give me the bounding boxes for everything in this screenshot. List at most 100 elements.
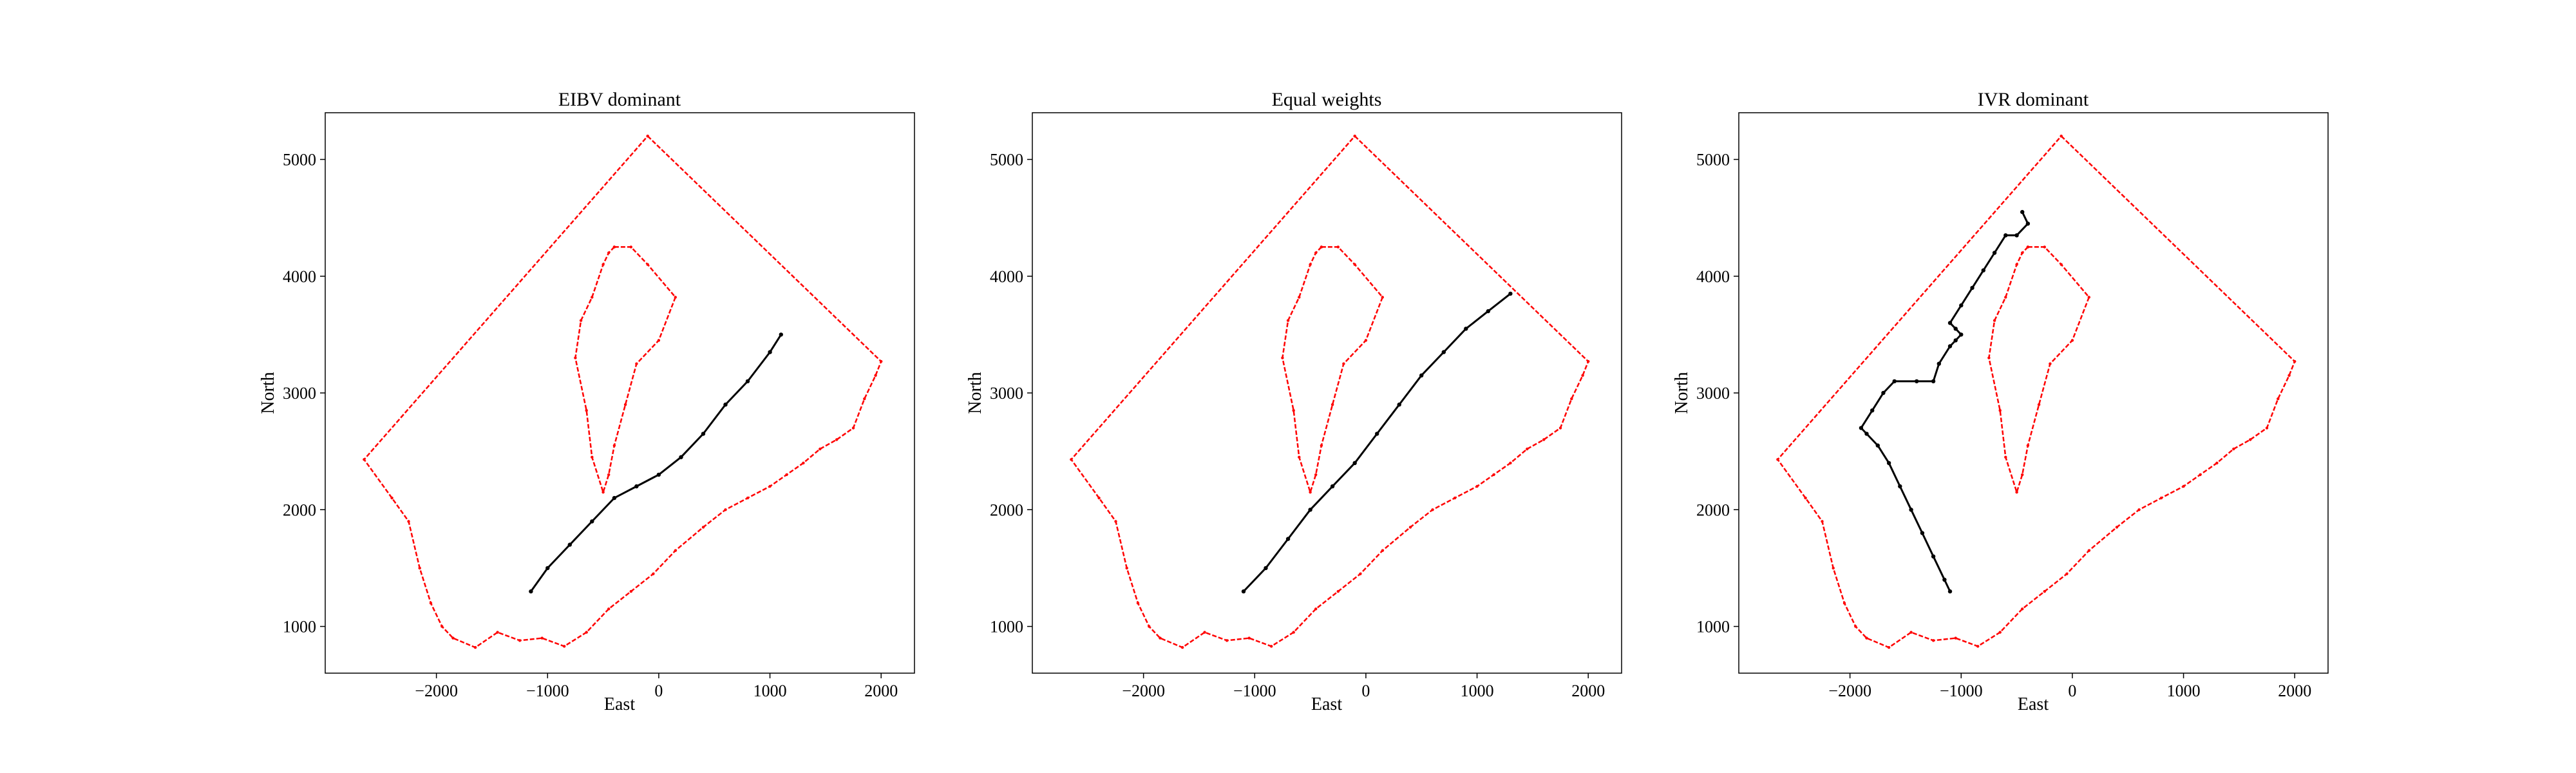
panel-title: IVR dominant — [1978, 89, 2089, 110]
outer-boundary-point — [851, 426, 855, 430]
y-tick-label: 4000 — [283, 267, 316, 286]
outer-boundary-point — [674, 549, 677, 552]
planned-path-point — [2014, 233, 2019, 238]
y-axis-label: North — [1672, 372, 1692, 414]
planned-path-point — [1981, 268, 1985, 272]
inner-boundary-point — [1314, 251, 1318, 254]
inner-boundary-point — [2004, 455, 2007, 459]
inner-boundary-point — [1281, 356, 1284, 359]
outer-boundary-point — [1998, 631, 2002, 634]
planned-path-point — [1909, 508, 1913, 512]
planned-path-point — [1959, 303, 1964, 308]
plot-data — [1070, 135, 1590, 649]
planned-path-point — [1864, 432, 1869, 436]
inner-boundary-point — [2004, 296, 2007, 299]
planned-path-point — [545, 566, 550, 571]
planned-path-point — [1870, 408, 1875, 413]
outer-boundary-point — [2277, 397, 2280, 401]
outer-boundary-point — [1408, 526, 1412, 529]
outer-boundary-point — [1070, 458, 1073, 461]
inner-boundary-point — [2060, 263, 2063, 266]
planned-path-point — [1397, 402, 1401, 407]
outer-boundary-point — [1336, 589, 1340, 593]
outer-boundary-point — [1431, 508, 1434, 511]
inner-boundary-point — [591, 296, 594, 299]
planned-path-point — [1886, 461, 1891, 465]
outer-boundary-point — [473, 645, 477, 649]
outer-boundary-point — [407, 520, 410, 523]
planned-path-point — [1285, 537, 1291, 541]
planned-path-point — [1508, 291, 1513, 296]
outer-boundary-point — [1453, 496, 1457, 500]
outer-boundary-point — [1570, 397, 1573, 401]
panel-ivr-dominant: IVR dominant −2000 −1000 0 1000 2000 1000 2000… — [1672, 89, 2329, 714]
planned-path-point — [2020, 209, 2025, 215]
outer-boundary-point — [585, 631, 588, 634]
inner-boundary-point — [2070, 339, 2074, 342]
outer-boundary-point — [2287, 374, 2291, 377]
inner-boundary-point — [1309, 263, 1312, 266]
outer-boundary-point — [1821, 520, 1824, 523]
outer-boundary-point — [1292, 631, 1295, 634]
inner-boundary-point — [591, 455, 594, 459]
outer-boundary-point — [418, 566, 421, 570]
outer-boundary-point — [1148, 625, 1151, 628]
inner-boundary-point — [607, 251, 611, 254]
inner-boundary-point — [1286, 319, 1290, 322]
planned-path-point — [2003, 233, 2008, 238]
inner-boundary-point — [635, 362, 638, 365]
outer-boundary-point — [835, 438, 838, 441]
inner-boundary-point — [1320, 444, 1323, 447]
inner-boundary-point — [1320, 245, 1323, 249]
planned-path-point — [1241, 589, 1246, 594]
inner-boundary-point — [1331, 403, 1334, 406]
outer-boundary-point — [652, 572, 655, 576]
plot-data — [363, 135, 883, 649]
inner-boundary-line — [1282, 246, 1384, 493]
y-tick-label: 3000 — [1696, 384, 1730, 403]
planned-path-point — [1947, 589, 1953, 594]
x-axis-label: East — [2018, 694, 2049, 714]
planned-path-point — [1931, 554, 1936, 558]
inner-boundary-point — [574, 356, 577, 359]
y-tick-label: 5000 — [283, 151, 316, 169]
x-tick-label: 0 — [654, 682, 663, 700]
planned-path-point — [1352, 461, 1357, 465]
inner-boundary-point — [2026, 444, 2030, 447]
inner-boundary-point — [1364, 339, 1368, 342]
outer-boundary-point — [2043, 589, 2046, 593]
planned-path-point — [1937, 361, 1941, 366]
outer-boundary-point — [1159, 636, 1162, 640]
y-tick-label: 4000 — [990, 267, 1023, 286]
outer-boundary-point — [2249, 438, 2252, 441]
y-tick-label: 2000 — [1696, 501, 1730, 519]
y-tick-label: 3000 — [283, 384, 316, 403]
x-tick-label: −1000 — [1940, 682, 1983, 700]
outer-boundary-point — [1776, 458, 1779, 461]
outer-boundary-point — [785, 473, 788, 477]
outer-boundary-point — [1558, 426, 1562, 430]
axis-ticks: −2000 −1000 0 1000 2000 1000 2000 3000 4000 5000 — [1696, 151, 2311, 701]
y-tick-label: 5000 — [990, 151, 1023, 169]
outer-boundary-point — [1381, 549, 1384, 552]
outer-boundary-point — [2137, 508, 2141, 511]
y-tick-label: 1000 — [990, 618, 1023, 636]
x-tick-label: 1000 — [753, 682, 787, 700]
panel-title: EIBV dominant — [558, 89, 681, 110]
outer-boundary-point — [1509, 461, 1512, 464]
outer-boundary-point — [1125, 566, 1128, 570]
planned-path-point — [1881, 390, 1886, 396]
outer-boundary-point — [1976, 645, 1980, 648]
planned-path-point — [1486, 309, 1490, 314]
outer-boundary-point — [440, 625, 444, 628]
outer-boundary-point — [540, 636, 544, 640]
outer-boundary-point — [2115, 526, 2119, 529]
outer-boundary-point — [1225, 639, 1229, 642]
outer-boundary-point — [607, 607, 611, 611]
planned-path-point — [1308, 508, 1312, 512]
inner-boundary-point — [2026, 245, 2030, 249]
inner-boundary-line — [1988, 246, 2090, 493]
outer-boundary-point — [874, 374, 877, 377]
inner-boundary-point — [2015, 490, 2018, 494]
inner-boundary-point — [623, 403, 627, 406]
